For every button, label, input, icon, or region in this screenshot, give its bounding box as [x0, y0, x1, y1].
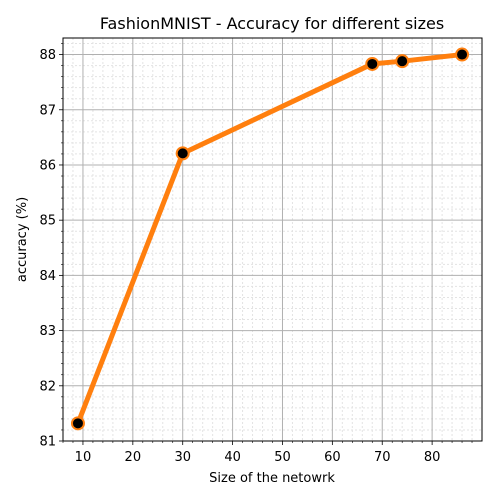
y-tick-label: 86 — [39, 158, 56, 173]
x-tick-label: 10 — [75, 450, 92, 465]
x-tick-label: 30 — [174, 450, 191, 465]
x-tick-label: 50 — [274, 450, 291, 465]
x-axis-ticks: 10 20 30 40 50 60 70 80 — [62, 441, 473, 465]
y-tick-label: 83 — [39, 324, 56, 339]
data-point — [365, 56, 380, 71]
x-axis-label: Size of the netowrk — [209, 471, 335, 486]
x-tick-label: 40 — [224, 450, 241, 465]
y-tick-label: 87 — [39, 103, 56, 118]
y-tick-label: 85 — [39, 214, 56, 229]
x-tick-label: 70 — [374, 450, 391, 465]
plot-frame — [62, 37, 483, 442]
data-point — [455, 47, 470, 62]
data-point — [70, 416, 85, 431]
data-point — [175, 146, 190, 161]
minor-grid — [62, 38, 482, 441]
y-tick-label: 82 — [39, 379, 56, 394]
y-tick-label: 84 — [39, 269, 56, 284]
y-tick-label: 81 — [39, 435, 56, 450]
major-grid — [63, 38, 482, 442]
y-axis-label: accuracy (%) — [15, 197, 30, 282]
x-tick-label: 60 — [324, 450, 341, 465]
series-layer — [70, 47, 470, 431]
x-tick-label: 80 — [424, 450, 441, 465]
y-tick-label: 88 — [39, 48, 56, 63]
x-tick-label: 20 — [125, 450, 142, 465]
y-axis-ticks: 81 82 83 84 85 86 87 88 — [39, 43, 63, 450]
data-point — [395, 54, 410, 69]
chart-title: FashionMNIST - Accuracy for different si… — [100, 14, 444, 33]
